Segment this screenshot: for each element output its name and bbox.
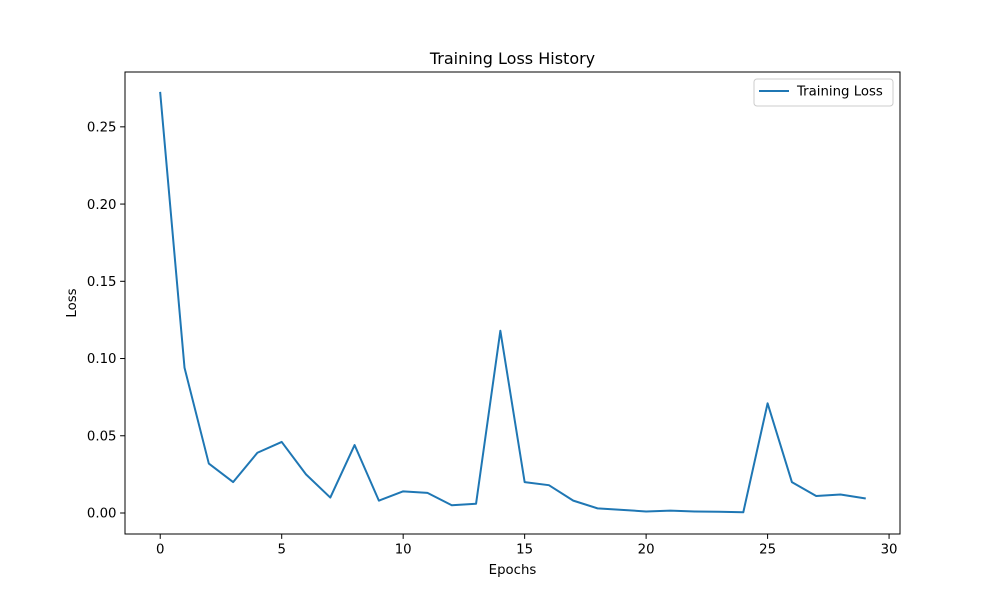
legend-box (753, 78, 894, 107)
x-tick-label: 0 (156, 543, 164, 558)
y-tick-label: 0.15 (87, 275, 117, 290)
x-tick-label: 20 (638, 543, 655, 558)
legend: Training Loss (753, 78, 894, 107)
y-tick-label: 0.05 (87, 429, 117, 444)
x-axis-label: Epochs (489, 563, 537, 578)
y-tick-label: 0.10 (87, 352, 117, 367)
x-tick-label: 30 (881, 543, 898, 558)
plot-frame (124, 71, 901, 535)
y-axis-ticks: 0.00 0.05 0.10 0.15 0.20 0.25 (87, 121, 125, 522)
x-tick-label: 10 (395, 543, 412, 558)
x-tick-label: 5 (277, 543, 285, 558)
y-axis-label: Loss (65, 288, 80, 317)
y-tick-label: 0.00 (87, 507, 117, 522)
x-tick-label: 25 (759, 543, 776, 558)
x-tick-label: 15 (516, 543, 533, 558)
plot-area (125, 72, 900, 534)
legend-label: Training Loss (796, 85, 883, 100)
x-axis-ticks: 0 5 10 15 20 25 30 (156, 534, 898, 558)
y-tick-label: 0.25 (87, 121, 117, 136)
series-layer (159, 91, 866, 514)
chart-title: Training Loss History (429, 49, 595, 68)
series-line-training-loss (159, 91, 866, 514)
y-tick-label: 0.20 (87, 198, 117, 213)
